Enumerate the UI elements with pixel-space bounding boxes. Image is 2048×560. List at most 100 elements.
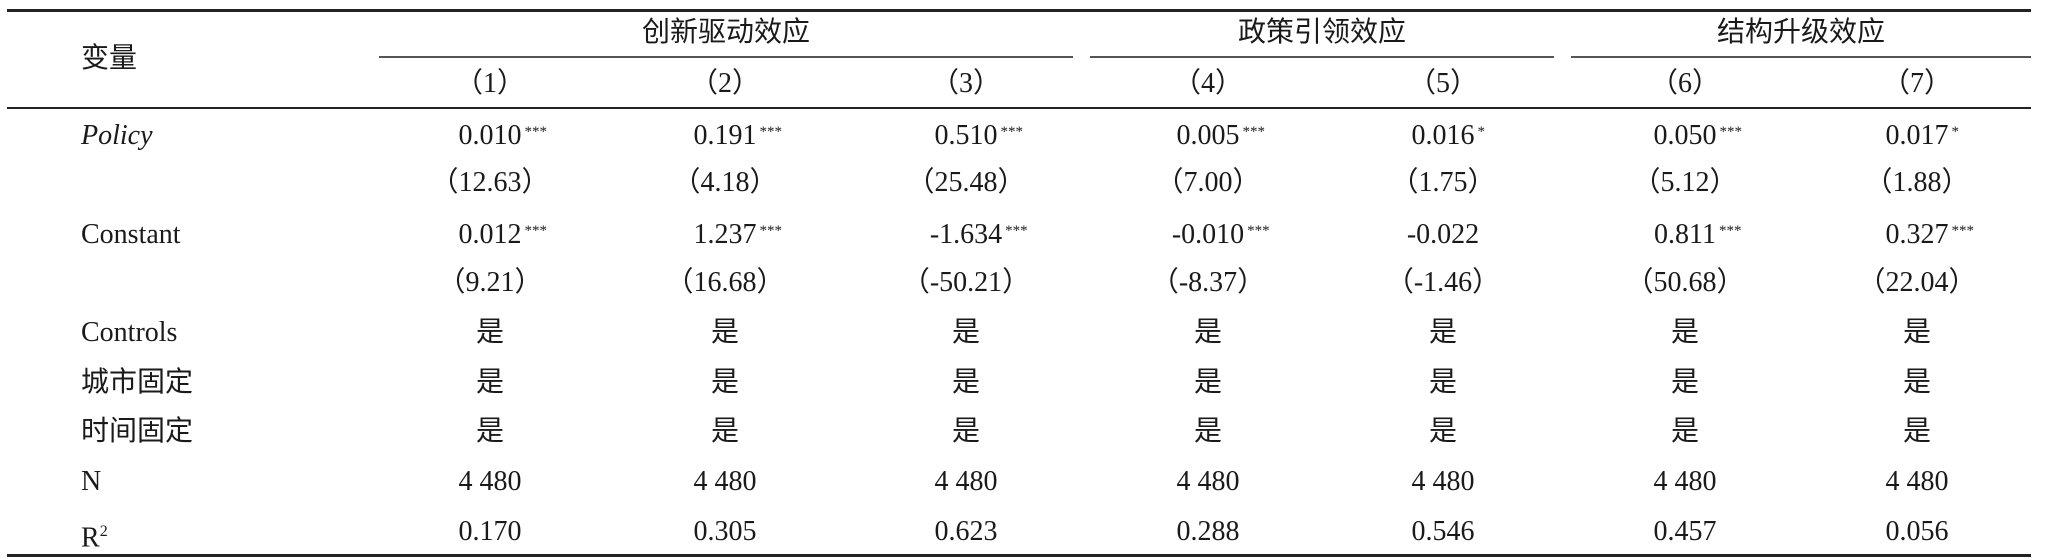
cell-value: 0.305 [693,516,757,547]
table-cell: 0.012 *** [458,218,548,252]
significance-stars: *** [524,223,548,239]
cell-value: 4 480 [1653,466,1717,497]
cell-value: （5.12） [1632,167,1738,198]
table-cell: 是 [476,316,504,350]
row-label-text: 时间固定 [81,416,194,447]
cell-value: （-50.21） [901,267,1031,298]
cell-value: （22.04） [1857,267,1977,298]
significance-stars: * [1951,124,1960,140]
cell-value: 是 [1902,367,1932,398]
cell-value: （7.00） [1155,167,1261,198]
table-cell: -0.010 *** [1172,218,1270,252]
table-cell: -0.022 [1407,218,1479,252]
cell-value: 是 [475,317,505,348]
cell-value: 是 [475,416,505,447]
row-label: 时间固定 [81,415,193,449]
cell-value: （9.21） [437,267,543,298]
cell-value: 4 480 [1176,466,1240,497]
cell-value: 是 [1428,317,1458,348]
table-cell: 0.191 *** [694,119,783,153]
cell-value: 是 [1428,367,1458,398]
column-header: （3） [930,68,1002,99]
cell-value: 0.811 [1654,219,1716,250]
variable-header: 变量 [81,43,138,74]
cell-value: -1.634 [929,219,1003,250]
table-cell: （-8.37） [1151,266,1265,300]
table-cell: （1.75） [1390,166,1495,200]
table-cell: 是 [952,316,980,350]
table-cell: 0.510 *** [934,119,1024,153]
table-cell: 0.288 [1177,515,1240,549]
cell-value: 是 [710,317,740,348]
cell-value: 是 [1428,416,1458,447]
top-rule [7,9,2031,12]
cell-value: 0.457 [1653,516,1717,547]
cell-value: 0.288 [1176,516,1240,547]
row-label: Constant [81,218,181,252]
table-cell: 是 [711,316,739,350]
table-cell: 4 480 [459,465,522,499]
cell-value: 0.170 [458,516,522,547]
cell-value: 0.327 [1885,219,1949,250]
cell-value: 是 [951,317,981,348]
cell-value: 4 480 [1411,466,1475,497]
cell-value: （-1.46） [1385,267,1501,298]
significance-stars: *** [759,223,783,239]
table-cell: 0.050 *** [1653,119,1743,153]
table-cell: -1.634 *** [929,218,1028,252]
cell-value: 0.050 [1653,120,1717,151]
significance-stars: *** [1000,124,1024,140]
table-cell: 是 [1671,366,1699,400]
column-header: （5） [1407,68,1479,99]
cell-value: 是 [1902,317,1932,348]
cell-value: （4.18） [672,167,778,198]
row-label-text: N [81,466,102,497]
table-cell: 0.017 * [1886,119,1960,153]
table-cell: 4 480 [1886,465,1949,499]
table-cell: （50.68） [1625,266,1744,300]
table-cell: 0.056 [1886,515,1949,549]
table-cell: 0.170 [459,515,522,549]
column-header: （2） [689,68,761,99]
table-cell: 是 [1194,366,1222,400]
cell-value: -0.022 [1406,219,1480,250]
column-header: （4） [1172,68,1244,99]
row-label: Controls [81,316,177,350]
cell-value: 是 [1193,317,1223,348]
group-header: 结构升级效应 [1716,17,1886,48]
cell-value: 0.012 [458,219,522,250]
cell-value: 是 [951,416,981,447]
table-cell: 是 [476,366,504,400]
cell-value: 0.623 [934,516,998,547]
row-label: N [81,465,101,499]
row-label: R2 [81,515,108,555]
cell-value: 0.510 [934,120,998,151]
table-cell: 是 [1903,415,1931,449]
table-cell: （22.04） [1857,266,1976,300]
cell-value: 是 [1902,416,1932,447]
cell-value: 是 [1670,367,1700,398]
table-cell: 4 480 [1177,465,1240,499]
table-cell: 0.016 * [1412,119,1486,153]
table-cell: 是 [711,366,739,400]
column-header: （1） [454,68,526,99]
row-label-text: Constant [81,219,181,250]
cell-value: （1.75） [1390,167,1496,198]
cell-value: （25.48） [906,167,1026,198]
cell-value: 4 480 [934,466,998,497]
group-header: 政策引领效应 [1237,17,1407,48]
table-cell: 4 480 [935,465,998,499]
table-cell: 是 [1429,316,1457,350]
cell-value: 是 [1670,416,1700,447]
row-label: 城市固定 [81,366,193,400]
table-cell: （-1.46） [1386,266,1500,300]
table-cell: 是 [1903,316,1931,350]
table-cell: 1.237 *** [694,218,783,252]
header-rule [7,107,2031,109]
table-cell: 0.811 *** [1654,218,1741,252]
column-header: （6） [1649,68,1721,99]
table-cell: （1.88） [1864,166,1969,200]
table-cell: （5.12） [1632,166,1737,200]
table-cell: 4 480 [694,465,757,499]
significance-stars: *** [524,124,548,140]
